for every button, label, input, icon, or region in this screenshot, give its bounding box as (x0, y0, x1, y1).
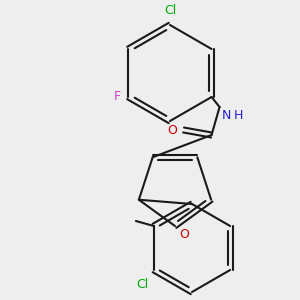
Text: O: O (168, 124, 178, 136)
Text: N: N (222, 109, 231, 122)
Text: O: O (179, 228, 189, 241)
Text: Cl: Cl (136, 278, 149, 291)
Text: H: H (234, 109, 243, 122)
Text: Cl: Cl (164, 4, 176, 17)
Text: F: F (113, 91, 120, 103)
